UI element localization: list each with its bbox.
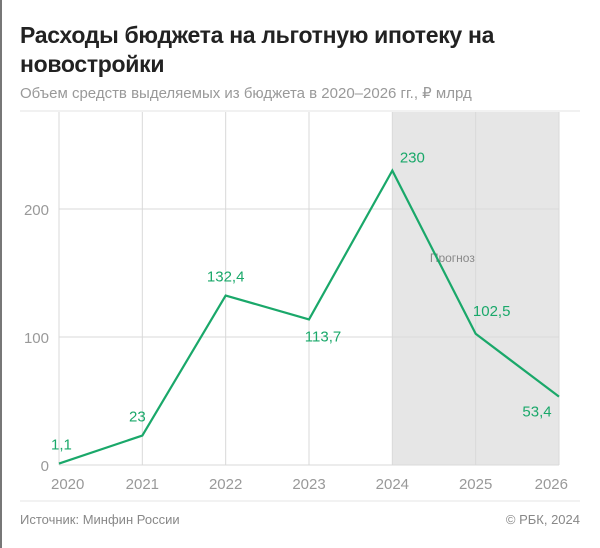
data-label: 113,7 [305, 328, 341, 345]
x-tick-label: 2024 [376, 476, 409, 493]
data-label: 230 [400, 150, 425, 167]
data-label: 23 [129, 409, 146, 426]
left-border [0, 0, 2, 548]
x-tick-label: 2023 [292, 476, 325, 493]
data-label: 132,4 [207, 269, 245, 286]
x-tick-label: 2022 [209, 476, 242, 493]
data-label: 53,4 [522, 404, 551, 421]
x-tick-label: 2020 [51, 476, 84, 493]
chart-subtitle: Объем средств выделяемых из бюджета в 20… [20, 85, 472, 102]
data-label: 1,1 [51, 437, 72, 454]
x-tick-label: 2021 [126, 476, 159, 493]
source-note: Источник: Минфин России [20, 512, 180, 527]
forecast-label: Прогноз [430, 251, 476, 265]
data-label: 102,5 [473, 303, 511, 320]
chart-title: Расходы бюджета на льготную ипотеку на н… [20, 22, 495, 77]
x-tick-label: 2025 [459, 476, 492, 493]
copyright: © РБК, 2024 [505, 512, 580, 527]
x-tick-label: 2026 [535, 476, 568, 493]
y-tick-label: 100 [24, 330, 49, 347]
y-tick-label: 200 [24, 202, 49, 219]
y-tick-label: 0 [41, 458, 49, 475]
